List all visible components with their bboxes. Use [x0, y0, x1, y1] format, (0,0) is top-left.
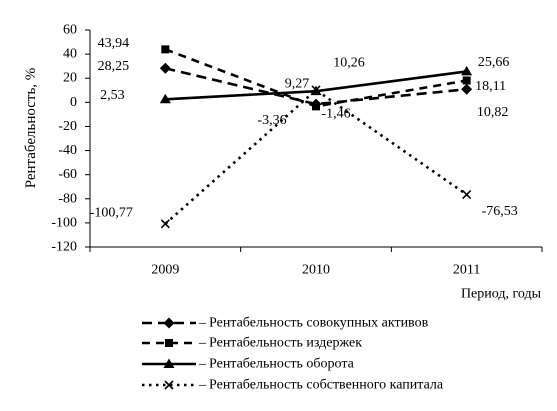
y-tick-label: -100	[51, 215, 77, 230]
series-3-point-1	[311, 85, 321, 95]
y-axis-title: Рентабельность, %	[23, 68, 39, 189]
legend-swatch-0	[142, 317, 196, 329]
series-0-data-label-0: 28,25	[98, 59, 130, 74]
legend-marker-3	[164, 380, 174, 390]
series-2-point-2	[461, 65, 473, 76]
y-tick-label: -80	[58, 191, 77, 206]
legend-swatch-1	[142, 339, 196, 347]
legend-marker-1	[165, 339, 173, 347]
series-3-data-label-2: -76,53	[482, 204, 518, 219]
y-tick-label: 20	[63, 71, 77, 86]
legend-marker-2	[163, 358, 175, 368]
legend-item-1: – Рентабельность издержек	[142, 336, 362, 351]
legend-label-0: Рентабельность совокупных активов	[209, 316, 429, 331]
series-1	[161, 45, 471, 111]
legend: – Рентабельность совокупных активов– Рента…	[142, 316, 444, 393]
legend-marker-0	[163, 317, 175, 329]
legend-label-1: Рентабельность издержек	[209, 336, 362, 351]
y-tick-label: -60	[58, 167, 77, 182]
legend-label-2: Рентабельность оборота	[209, 357, 355, 372]
series-1-data-label-0: 43,94	[98, 36, 130, 51]
y-tick-label: 40	[63, 47, 77, 62]
series-2-data-label-1: 9,27	[285, 77, 310, 92]
legend-item-3: – Рентабельность собственного капитала	[142, 378, 444, 393]
legend-separator-3: –	[198, 378, 207, 393]
legend-swatch-2	[142, 358, 196, 368]
x-tick-label: 2011	[453, 263, 480, 278]
series-3-data-label-1: 10,26	[333, 55, 365, 70]
y-tick-label: 0	[70, 95, 77, 110]
series-0-line	[165, 67, 467, 106]
y-tick-label: -40	[58, 143, 77, 158]
series-0-data-label-1: -1,46	[321, 107, 350, 122]
series-3-point-0	[160, 219, 170, 229]
x-tick-label: 2009	[151, 263, 179, 278]
y-tick-label: 60	[63, 23, 77, 38]
axes: 60 40 20 0 -20 -40 -60 -80 -100 -120 2009 2010 2011 Р…	[23, 23, 543, 302]
series-2-data-label-2: 25,66	[478, 55, 510, 70]
legend-item-0: – Рентабельность совокупных активов	[142, 316, 429, 331]
series-2-data-label-0: 2,53	[100, 88, 125, 103]
legend-item-2: – Рентабельность оборота	[142, 357, 355, 372]
y-tick-label: -120	[51, 240, 77, 255]
plot-area	[159, 45, 473, 229]
series-3-point-2	[462, 190, 472, 200]
legend-separator-1: –	[198, 336, 207, 351]
series-0-point-2	[461, 83, 473, 95]
legend-separator-0: –	[198, 316, 207, 331]
series-3-data-label-0: -100,77	[90, 205, 133, 220]
series-1-point-0	[161, 45, 170, 54]
series-0-point-0	[159, 62, 171, 74]
series-2	[159, 65, 473, 104]
x-tick-label: 2010	[302, 263, 330, 278]
series-1-data-label-1: -3,36	[257, 113, 286, 128]
legend-label-3: Рентабельность собственного капитала	[209, 378, 444, 393]
series-3	[160, 85, 472, 229]
series-1-data-label-2: 18,11	[475, 79, 506, 94]
series-0-data-label-2: 10,82	[477, 105, 509, 120]
series-3-line	[164, 88, 468, 225]
data-labels: 28,25 -1,46 10,82 43,94 -3,36 18,11 2,53 9,27 25…	[90, 36, 518, 220]
legend-separator-2: –	[198, 357, 207, 372]
series-2-point-0	[159, 93, 171, 104]
legend-swatch-3	[142, 380, 196, 390]
y-tick-label: -20	[58, 119, 77, 134]
series-1-point-2	[462, 76, 471, 85]
series-1-point-1	[312, 102, 320, 111]
x-axis-title: Период, годы	[461, 287, 542, 302]
